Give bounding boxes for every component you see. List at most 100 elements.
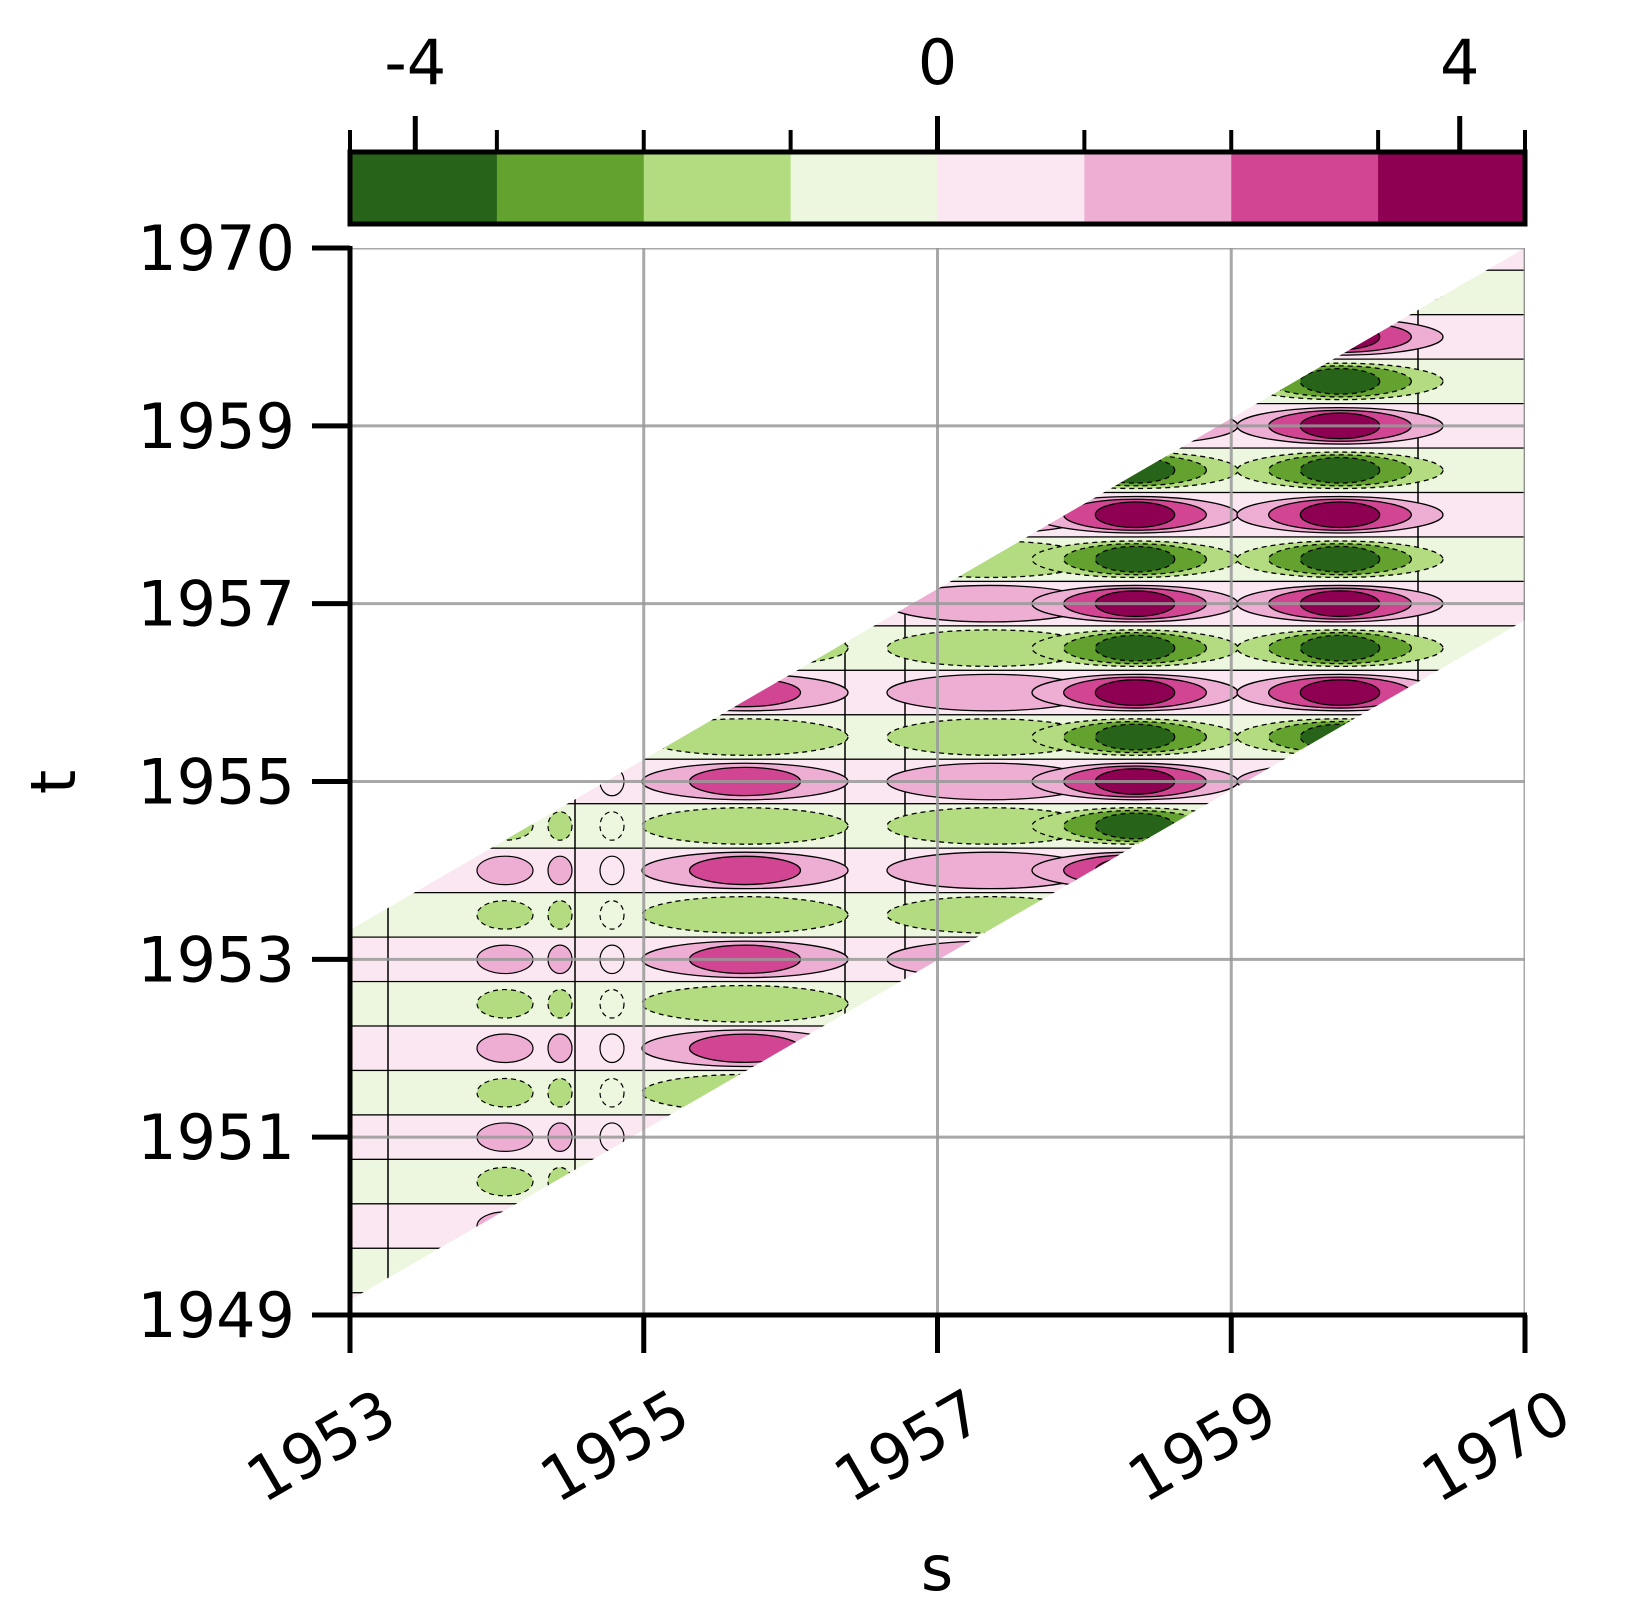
contour-positive (1063, 1209, 1207, 1243)
contour-negative (547, 633, 573, 663)
y-ticks: 1949 1951 1953 1955 1957 1959 1970 (137, 212, 350, 1352)
contour-negative (1094, 990, 1176, 1018)
contour-negative (599, 1166, 625, 1197)
contour-positive (547, 499, 573, 530)
y-tick-label: 1953 (137, 923, 295, 996)
contour-negative (547, 455, 573, 486)
contour-negative (476, 722, 534, 752)
contour-negative (1299, 812, 1381, 840)
contour-negative (547, 544, 573, 575)
colorbar-segment (496, 152, 645, 224)
contour-negative (1063, 1076, 1207, 1109)
contour-negative (886, 1251, 1094, 1290)
contour-negative (1094, 1257, 1176, 1284)
contour-negative (1063, 987, 1207, 1020)
contour-negative (1094, 456, 1176, 484)
contour-negative (1236, 807, 1444, 845)
contour-negative (476, 1166, 534, 1197)
contour-negative (1268, 1165, 1412, 1198)
contour-negative (476, 900, 534, 930)
contour-negative (1094, 1168, 1176, 1196)
contour-positive (688, 677, 802, 708)
x-tick-label: 1970 (1409, 1375, 1582, 1517)
contour-negative (1063, 276, 1207, 309)
contour-negative (547, 1255, 573, 1286)
contour-negative (887, 1341, 1093, 1377)
contour-negative (641, 984, 849, 1023)
contour-negative (476, 366, 534, 397)
contour-positive (1299, 501, 1381, 529)
contour-negative (599, 1077, 625, 1108)
contour-negative (641, 629, 849, 668)
contour-positive (1031, 1029, 1239, 1068)
contour-negative (476, 455, 534, 486)
contour-negative (1094, 812, 1176, 840)
x-tick-label: 1955 (528, 1375, 701, 1517)
contour-positive (476, 1033, 534, 1064)
colorbar-frame (347, 149, 1528, 227)
contour-positive (641, 318, 849, 356)
contour-negative (599, 366, 625, 397)
contour-positive (476, 855, 534, 886)
contour-negative (641, 1251, 849, 1290)
contour-negative (476, 277, 534, 308)
contour-negative (548, 1345, 572, 1373)
colorbar-segment (1084, 152, 1232, 224)
x-axis-label: s (921, 1532, 953, 1605)
contour-positive (599, 322, 625, 352)
contour-positive (1236, 318, 1444, 356)
contour-negative (642, 1341, 848, 1377)
contour-negative (1236, 984, 1444, 1023)
contour-negative (641, 1162, 849, 1201)
contour-positive (599, 1033, 625, 1064)
contour-positive (1299, 1212, 1381, 1240)
contour-negative (476, 988, 534, 1019)
contour-negative (1268, 276, 1412, 309)
contour-positive (547, 1033, 573, 1064)
contour-negative (1094, 545, 1176, 573)
contour-negative (886, 984, 1094, 1023)
contour-negative (1063, 898, 1207, 932)
contour-negative (1299, 1168, 1381, 1196)
contour-positive (1031, 851, 1239, 890)
contour-negative (1299, 1257, 1381, 1284)
contour-negative (599, 811, 625, 841)
contour-negative (476, 1077, 534, 1108)
contour-positive (1031, 318, 1239, 356)
contour-negative (1063, 365, 1207, 398)
contour-negative (1094, 1079, 1176, 1107)
contour-negative (547, 1077, 573, 1108)
contour-positive (1236, 851, 1444, 890)
contour-negative (1236, 895, 1444, 934)
contour-negative (641, 451, 849, 490)
contour-positive (1268, 1209, 1412, 1243)
contour-negative (599, 1255, 625, 1286)
contour-negative (547, 277, 573, 308)
contour-positive (688, 322, 802, 352)
contour-positive (547, 1211, 573, 1241)
colorbar-segment (790, 152, 938, 224)
colorbar-segment (350, 152, 498, 224)
contour-positive (1094, 323, 1176, 351)
contour-positive (1299, 1034, 1381, 1062)
contour-positive (599, 499, 625, 530)
contour-negative (1236, 1073, 1444, 1112)
contour-negative (547, 1166, 573, 1197)
colorbar-tick-label: 4 (1440, 26, 1479, 99)
contour-negative (886, 895, 1094, 934)
contour-negative (886, 362, 1094, 401)
contour-negative (641, 895, 849, 934)
contour-negative (1299, 723, 1381, 751)
contour-negative (599, 277, 625, 308)
contour-negative (547, 811, 573, 841)
contour-positive (886, 1029, 1094, 1068)
contour-positive (641, 495, 849, 534)
contour-negative (599, 633, 625, 663)
contour-positive (547, 677, 573, 708)
colorbar-segment (1231, 152, 1379, 224)
contour-positive (1268, 320, 1412, 354)
contour-positive (688, 1211, 802, 1241)
contour-negative (886, 273, 1094, 312)
contour-positive (1236, 1207, 1444, 1245)
